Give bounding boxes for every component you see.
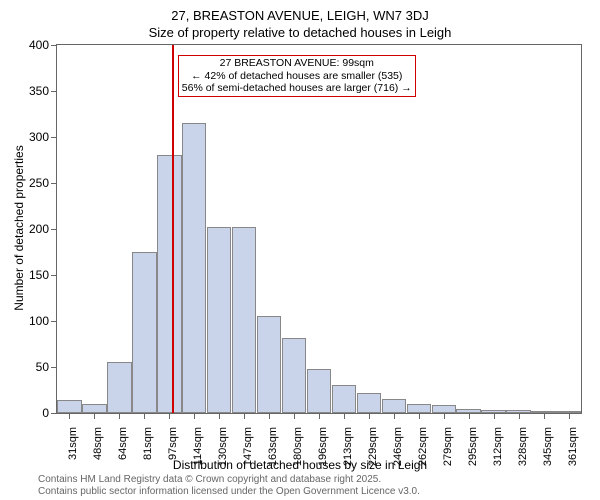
x-tick-label: 48sqm — [92, 427, 104, 460]
x-tick — [94, 413, 95, 419]
x-tick-label: 64sqm — [117, 427, 129, 460]
histogram-bar — [282, 338, 306, 413]
x-axis-label: Distribution of detached houses by size … — [0, 458, 600, 472]
histogram-bar — [357, 393, 381, 413]
y-tick — [51, 183, 57, 184]
y-tick-label: 200 — [29, 222, 49, 236]
footer-attribution: Contains HM Land Registry data © Crown c… — [38, 474, 420, 498]
x-tick — [369, 413, 370, 419]
histogram-bar — [432, 405, 456, 413]
y-tick-label: 350 — [29, 84, 49, 98]
annotation-box: 27 BREASTON AVENUE: 99sqm← 42% of detach… — [178, 55, 416, 97]
plot-area: 05010015020025030035040031sqm48sqm64sqm8… — [56, 44, 582, 414]
x-tick — [569, 413, 570, 419]
histogram-bar — [182, 123, 206, 413]
x-tick — [544, 413, 545, 419]
histogram-bar — [157, 155, 181, 413]
x-tick-label: 81sqm — [142, 427, 154, 460]
x-tick — [69, 413, 70, 419]
histogram-bar — [382, 399, 406, 413]
x-tick — [144, 413, 145, 419]
reference-line — [172, 45, 174, 413]
histogram-bar — [107, 362, 131, 413]
chart-title-main: 27, BREASTON AVENUE, LEIGH, WN7 3DJ — [0, 8, 600, 23]
y-tick-label: 0 — [42, 406, 49, 420]
x-tick — [219, 413, 220, 419]
y-tick-label: 400 — [29, 38, 49, 52]
y-tick — [51, 367, 57, 368]
histogram-bar — [257, 316, 281, 413]
x-tick — [469, 413, 470, 419]
y-axis-label: Number of detached properties — [12, 145, 26, 310]
annotation-line1: 27 BREASTON AVENUE: 99sqm — [182, 57, 412, 70]
y-tick-label: 150 — [29, 268, 49, 282]
y-tick — [51, 229, 57, 230]
y-tick-label: 250 — [29, 176, 49, 190]
histogram-bar — [57, 400, 81, 413]
x-tick — [169, 413, 170, 419]
y-tick-label: 300 — [29, 130, 49, 144]
x-tick — [119, 413, 120, 419]
histogram-bar — [207, 227, 231, 413]
y-tick — [51, 413, 57, 414]
x-tick — [294, 413, 295, 419]
histogram-bar — [332, 385, 356, 413]
y-tick — [51, 275, 57, 276]
histogram-bar — [407, 404, 431, 413]
y-tick-label: 100 — [29, 314, 49, 328]
x-tick — [344, 413, 345, 419]
histogram-bar — [82, 404, 106, 413]
x-tick — [319, 413, 320, 419]
x-tick — [494, 413, 495, 419]
chart-container: 27, BREASTON AVENUE, LEIGH, WN7 3DJ Size… — [0, 0, 600, 500]
y-tick-label: 50 — [36, 360, 49, 374]
x-tick — [419, 413, 420, 419]
y-tick — [51, 137, 57, 138]
x-tick-label: 97sqm — [167, 427, 179, 460]
x-tick — [519, 413, 520, 419]
footer-line1: Contains HM Land Registry data © Crown c… — [38, 474, 420, 486]
y-tick — [51, 45, 57, 46]
annotation-line2: ← 42% of detached houses are smaller (53… — [182, 70, 412, 83]
chart-title-sub: Size of property relative to detached ho… — [0, 25, 600, 40]
histogram-bar — [307, 369, 331, 413]
x-tick — [444, 413, 445, 419]
x-tick — [394, 413, 395, 419]
annotation-line3: 56% of semi-detached houses are larger (… — [182, 82, 412, 95]
x-tick — [244, 413, 245, 419]
y-tick — [51, 321, 57, 322]
x-tick-label: 31sqm — [67, 427, 79, 460]
x-tick — [269, 413, 270, 419]
footer-line2: Contains public sector information licen… — [38, 486, 420, 498]
x-tick — [194, 413, 195, 419]
histogram-bar — [232, 227, 256, 413]
histogram-bar — [132, 252, 156, 413]
y-tick — [51, 91, 57, 92]
